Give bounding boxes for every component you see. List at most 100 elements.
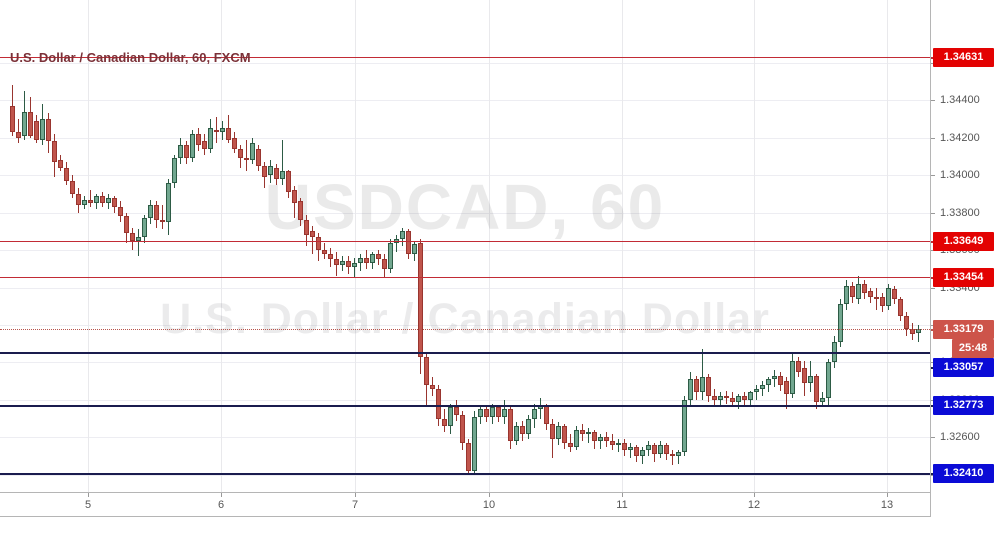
candle-down: [424, 357, 429, 385]
candle-wick-up: [138, 229, 139, 256]
candle-up: [490, 407, 495, 417]
time-tick-label: 13: [880, 499, 894, 511]
candle-up: [772, 376, 777, 379]
candle-down: [430, 385, 435, 389]
candle-down: [292, 190, 297, 203]
horizontal-gridline: [0, 325, 930, 326]
vertical-gridline: [622, 0, 623, 492]
candle-up: [574, 430, 579, 447]
candle-down: [286, 171, 291, 192]
candle-up: [736, 396, 741, 402]
candle-wick-up: [678, 450, 679, 464]
time-tick-mark: [221, 493, 222, 497]
candle-down: [610, 441, 615, 445]
candle-up: [682, 400, 687, 452]
vertical-gridline: [88, 0, 89, 492]
candle-wick-down: [90, 190, 91, 207]
candle-wick-down: [162, 205, 163, 229]
candle-down: [406, 231, 411, 254]
candle-up: [718, 396, 723, 400]
candle-wick-down: [876, 288, 877, 310]
candle-up: [106, 198, 111, 203]
vertical-gridline: [355, 0, 356, 492]
candle-down: [196, 134, 201, 145]
time-tick-mark: [489, 493, 490, 497]
candle-wick-up: [588, 428, 589, 443]
candle-down: [16, 132, 21, 138]
candle-up: [748, 392, 753, 400]
time-tick-mark: [88, 493, 89, 497]
candle-down: [160, 220, 165, 222]
candle-up: [820, 398, 825, 402]
price-tick-mark: [931, 138, 935, 139]
candle-up: [502, 409, 507, 417]
candle-down: [730, 398, 735, 402]
candle-down: [442, 419, 447, 426]
candle-down: [712, 396, 717, 400]
horizontal-gridline: [0, 288, 930, 289]
price-tick-mark: [931, 213, 935, 214]
candle-up: [340, 261, 345, 265]
candle-down: [322, 250, 327, 254]
candle-up: [616, 443, 621, 445]
candle-up: [688, 379, 693, 400]
candle-down: [310, 231, 315, 237]
candle-down: [778, 376, 783, 385]
vertical-gridline: [221, 0, 222, 492]
candle-down: [334, 259, 339, 265]
candle-down: [184, 145, 189, 158]
candle-down: [568, 443, 573, 447]
candle-down: [724, 396, 729, 398]
candle-up: [790, 361, 795, 394]
price-axis[interactable]: 1.346001.344001.342001.340001.338001.336…: [930, 0, 995, 517]
candle-wick-up: [756, 385, 757, 400]
candle-down: [154, 205, 159, 220]
candle-up: [514, 426, 519, 441]
watermark-symbol: USDCAD, 60: [264, 171, 666, 243]
candle-up: [40, 119, 45, 140]
candle-down: [232, 138, 237, 149]
countdown-badge: 25:48: [952, 339, 994, 358]
candle-down: [898, 299, 903, 316]
support-price-badge: 1.32410: [933, 464, 994, 483]
vertical-gridline: [887, 0, 888, 492]
candle-down: [88, 200, 93, 203]
price-tick-mark: [931, 100, 935, 101]
candle-down: [874, 297, 879, 299]
horizontal-gridline: [0, 475, 930, 476]
candle-down: [274, 168, 279, 179]
candle-up: [136, 237, 141, 241]
price-tick-label: 1.33800: [940, 207, 980, 219]
candle-wick-down: [18, 119, 19, 143]
candle-down: [634, 447, 639, 456]
time-axis[interactable]: 5 6 7 10 11 12 13: [0, 492, 995, 517]
resistance-line: [0, 57, 930, 58]
candle-down: [124, 216, 129, 233]
candle-up: [400, 231, 405, 239]
candle-down: [238, 149, 243, 158]
candle-down: [28, 112, 33, 136]
candle-down: [892, 289, 897, 299]
price-tick-label: 1.34400: [940, 94, 980, 106]
price-tick-mark: [931, 437, 935, 438]
horizontal-gridline: [0, 250, 930, 251]
candle-wick-down: [312, 226, 313, 254]
candle-wick-down: [672, 450, 673, 465]
candle-down: [346, 261, 351, 267]
last-price-badge: 1.33179: [933, 320, 994, 339]
candle-down: [436, 389, 441, 419]
candle-down: [484, 409, 489, 417]
chart-plot-area[interactable]: USDCAD, 60 U.S. Dollar / Canadian Dollar…: [0, 0, 930, 492]
candle-down: [262, 166, 267, 177]
candle-down: [100, 196, 105, 203]
candle-down: [814, 376, 819, 402]
candle-up: [82, 200, 87, 205]
price-tick-label: 1.34000: [940, 169, 980, 181]
candle-down: [418, 243, 423, 357]
candle-up: [148, 205, 153, 218]
resistance-line: [0, 241, 930, 242]
time-tick-label: 12: [747, 499, 761, 511]
candle-wick-up: [396, 235, 397, 252]
candle-down: [328, 254, 333, 259]
horizontal-gridline: [0, 400, 930, 401]
